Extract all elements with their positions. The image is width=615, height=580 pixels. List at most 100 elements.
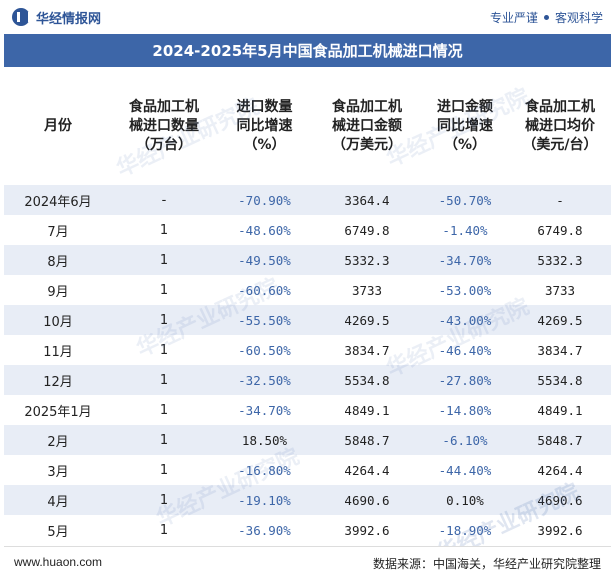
- cell-unit-price: 5534.8: [537, 372, 583, 388]
- cell-quantity-growth: -19.10%: [238, 492, 291, 508]
- top-bar: 华经情报网 专业严谨 客观科学: [0, 0, 615, 34]
- cell-unit-price: 6749.8: [537, 222, 583, 238]
- cell-amount-growth: -46.40%: [438, 342, 492, 358]
- slogan-tag-1: 专业严谨: [489, 11, 538, 25]
- table-row: 12月 1 -32.50% 5534.8 -27.80% 5534.8: [4, 365, 611, 395]
- cell-amount: 6749.8: [344, 222, 390, 238]
- cell-amount: 3834.7: [344, 342, 390, 358]
- brand[interactable]: 华经情报网: [12, 8, 101, 26]
- cell-amount: 5534.8: [344, 372, 390, 388]
- cell-quantity: 1: [159, 462, 169, 478]
- cell-unit-price: 5848.7: [537, 432, 583, 448]
- table-row: 8月 1 -49.50% 5332.3 -34.70% 5332.3: [4, 245, 611, 275]
- cell-quantity: 1: [159, 222, 169, 238]
- cell-amount: 4849.1: [344, 402, 390, 418]
- slogan-tag-2: 客观科学: [554, 11, 603, 25]
- cell-amount-growth: -53.00%: [438, 282, 492, 298]
- column-header-quantity-growth: 进口数量 同比增速 （%）: [236, 98, 293, 153]
- cell-quantity-growth: -48.60%: [238, 222, 291, 238]
- cell-unit-price: -: [556, 192, 564, 208]
- slogan: 专业严谨 客观科学: [490, 9, 603, 26]
- cell-amount: 4269.5: [344, 312, 390, 328]
- cell-amount-growth: -50.70%: [438, 192, 492, 208]
- cell-unit-price: 3834.7: [537, 342, 583, 358]
- cell-month: 10月: [43, 314, 73, 330]
- cell-quantity-growth: -49.50%: [238, 252, 291, 268]
- cell-amount: 3733: [351, 282, 383, 298]
- cell-quantity-growth: -60.50%: [238, 342, 291, 358]
- cell-unit-price: 3992.6: [537, 522, 583, 538]
- cell-month: 2025年1月: [24, 404, 92, 420]
- table-row: 10月 1 -55.50% 4269.5 -43.00% 4269.5: [4, 305, 611, 335]
- column-header-month: 月份: [44, 117, 72, 134]
- cell-month: 2月: [47, 434, 69, 450]
- cell-amount: 4264.4: [344, 462, 390, 478]
- column-header-unit-price: 食品加工机 械进口均价 （美元/台）: [522, 98, 598, 153]
- data-source-note: 数据来源：中国海关，华经产业研究院整理: [372, 557, 601, 571]
- footer: www.huaon.com 数据来源：中国海关，华经产业研究院整理: [4, 546, 611, 576]
- cell-unit-price: 4849.1: [537, 402, 583, 418]
- cell-amount-growth: -34.70%: [438, 252, 492, 268]
- cell-amount-growth: 0.10%: [446, 492, 484, 508]
- table-row: 2月 1 18.50% 5848.7 -6.10% 5848.7: [4, 425, 611, 455]
- cell-quantity-growth: -36.90%: [238, 522, 291, 538]
- cell-amount-growth: -1.40%: [442, 222, 488, 238]
- cell-amount-growth: -6.10%: [442, 432, 488, 448]
- table-row: 7月 1 -48.60% 6749.8 -1.40% 6749.8: [4, 215, 611, 245]
- cell-amount-growth: -44.40%: [438, 462, 492, 478]
- cell-amount: 3364.4: [344, 192, 390, 208]
- cell-quantity: 1: [159, 522, 169, 538]
- cell-quantity-growth: -70.90%: [238, 192, 291, 208]
- cell-amount: 5332.3: [344, 252, 390, 268]
- cell-amount-growth: -43.00%: [438, 312, 492, 328]
- table-row: 2025年1月 1 -34.70% 4849.1 -14.80% 4849.1: [4, 395, 611, 425]
- cell-unit-price: 4690.6: [537, 492, 583, 508]
- column-header-amount-growth: 进口金额 同比增速 （%）: [437, 98, 493, 153]
- table-header: 月份 食品加工机 械进口数量 （万台） 进口数量 同比增速 （%） 食品加工机 …: [4, 67, 611, 185]
- cell-month: 4月: [47, 494, 69, 510]
- cell-quantity: 1: [159, 312, 169, 328]
- cell-quantity-growth: -16.80%: [238, 462, 291, 478]
- cell-amount-growth: -27.80%: [438, 372, 492, 388]
- cell-unit-price: 5332.3: [537, 252, 583, 268]
- website-link[interactable]: www.huaon.com: [14, 555, 103, 569]
- cell-amount: 3992.6: [344, 522, 390, 538]
- cell-unit-price: 3733: [544, 282, 576, 298]
- cell-quantity-growth: -60.60%: [238, 282, 291, 298]
- cell-month: 8月: [47, 254, 69, 270]
- cell-month: 7月: [47, 224, 69, 240]
- table-row: 11月 1 -60.50% 3834.7 -46.40% 3834.7: [4, 335, 611, 365]
- cell-amount: 5848.7: [344, 432, 390, 448]
- cell-month: 11月: [43, 344, 73, 360]
- table-title: 2024-2025年5月中国食品加工机械进口情况: [152, 42, 463, 60]
- cell-unit-price: 4264.4: [537, 462, 583, 478]
- cell-quantity-growth: 18.50%: [241, 432, 288, 448]
- cell-month: 2024年6月: [24, 194, 92, 210]
- cell-quantity: 1: [159, 252, 169, 268]
- table-row: 2024年6月 - -70.90% 3364.4 -50.70% -: [4, 185, 611, 215]
- table-row: 5月 1 -36.90% 3992.6 -18.90% 3992.6: [4, 515, 611, 545]
- table-body: 2024年6月 - -70.90% 3364.4 -50.70% - 7月 1 -48.60% 6…: [4, 185, 611, 545]
- table-row: 4月 1 -19.10% 4690.6 0.10% 4690.6: [4, 485, 611, 515]
- cell-unit-price: 4269.5: [537, 312, 583, 328]
- cell-quantity: 1: [159, 492, 169, 508]
- cell-amount-growth: -18.90%: [438, 522, 492, 538]
- cell-quantity: -: [161, 192, 167, 208]
- cell-quantity-growth: -55.50%: [238, 312, 291, 328]
- cell-quantity: 1: [159, 432, 169, 448]
- cell-amount: 4690.6: [344, 492, 390, 508]
- huajing-logo-icon: [12, 8, 31, 26]
- cell-month: 3月: [47, 464, 69, 480]
- cell-quantity: 1: [159, 342, 169, 358]
- cell-month: 5月: [47, 524, 69, 540]
- cell-quantity-growth: -32.50%: [238, 372, 291, 388]
- table-row: 3月 1 -16.80% 4264.4 -44.40% 4264.4: [4, 455, 611, 485]
- cell-quantity: 1: [159, 372, 169, 388]
- column-header-quantity: 食品加工机 械进口数量 （万台）: [129, 98, 199, 153]
- cell-quantity: 1: [159, 402, 169, 418]
- cell-amount-growth: -14.80%: [438, 402, 492, 418]
- brand-name: 华经情报网: [36, 10, 102, 26]
- column-header-amount: 食品加工机 械进口金额 （万美元）: [332, 98, 402, 153]
- table-row: 9月 1 -60.60% 3733 -53.00% 3733: [4, 275, 611, 305]
- cell-quantity-growth: -34.70%: [238, 402, 291, 418]
